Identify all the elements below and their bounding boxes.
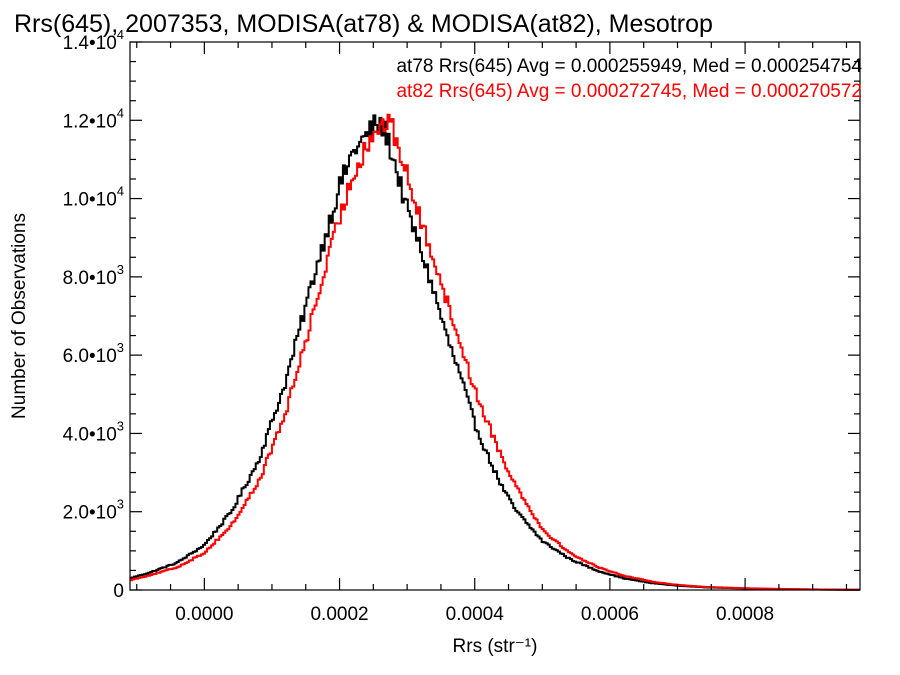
y-tick-mantissa: 6.0•10 [63, 346, 117, 367]
y-tick-exponent: 3 [117, 262, 124, 277]
legend-entry-at78: at78 Rrs(645) Avg = 0.000255949, Med = 0… [396, 56, 862, 77]
series-at78-histogram [130, 114, 860, 591]
x-tick-label: 0.0004 [446, 604, 505, 625]
x-tick-label: 0.0008 [716, 604, 774, 625]
y-tick-exponent: 4 [117, 27, 124, 42]
y-tick-label: 0 [113, 581, 124, 602]
y-tick-mantissa: 1.2•10 [63, 111, 117, 132]
y-tick-mantissa: 8.0•10 [63, 268, 117, 289]
y-tick-label: 1.2•104 [63, 105, 124, 132]
chart-title-group: Rrs(645), 2007353, MODISA(at78) & MODISA… [14, 10, 713, 38]
plot-frame [129, 41, 861, 591]
x-axis-label: Rrs (str⁻¹) [453, 636, 538, 657]
plot-area [130, 113, 860, 591]
series-at82-histogram [130, 113, 860, 591]
y-tick-label: 8.0•103 [63, 262, 124, 289]
y-tick-exponent: 4 [117, 184, 124, 199]
axes-group: 0.0000 0.0002 0.0004 0.0006 0.000802.0•1034.… [63, 27, 861, 625]
legend: at78 Rrs(645) Avg = 0.000255949, Med = 0… [396, 56, 862, 102]
y-tick-exponent: 3 [117, 418, 124, 433]
y-tick-mantissa: 1.4•10 [63, 33, 117, 54]
y-tick-mantissa: 1.0•10 [63, 190, 117, 211]
x-tick-label: 0.0006 [581, 604, 639, 625]
x-tick-label: 0.0000 [175, 604, 233, 625]
x-tick-label: 0.0002 [310, 604, 368, 625]
y-tick-label: 1.4•104 [63, 27, 124, 54]
y-tick-mantissa: 2.0•10 [63, 503, 117, 524]
y-tick-mantissa: 0 [113, 581, 124, 602]
chart-title: Rrs(645), 2007353, MODISA(at78) & MODISA… [14, 10, 713, 38]
y-tick-label: 6.0•103 [63, 340, 124, 367]
y-tick-exponent: 4 [117, 105, 124, 120]
y-tick-label: 2.0•103 [63, 497, 124, 524]
y-tick-exponent: 3 [117, 340, 124, 355]
y-tick-mantissa: 4.0•10 [63, 424, 117, 445]
y-tick-label: 1.0•104 [63, 184, 124, 211]
legend-entry-at82: at82 Rrs(645) Avg = 0.000272745, Med = 0… [396, 81, 862, 102]
y-tick-exponent: 3 [117, 497, 124, 512]
y-tick-label: 4.0•103 [63, 418, 124, 445]
y-axis-label: Number of Observations [9, 213, 30, 419]
